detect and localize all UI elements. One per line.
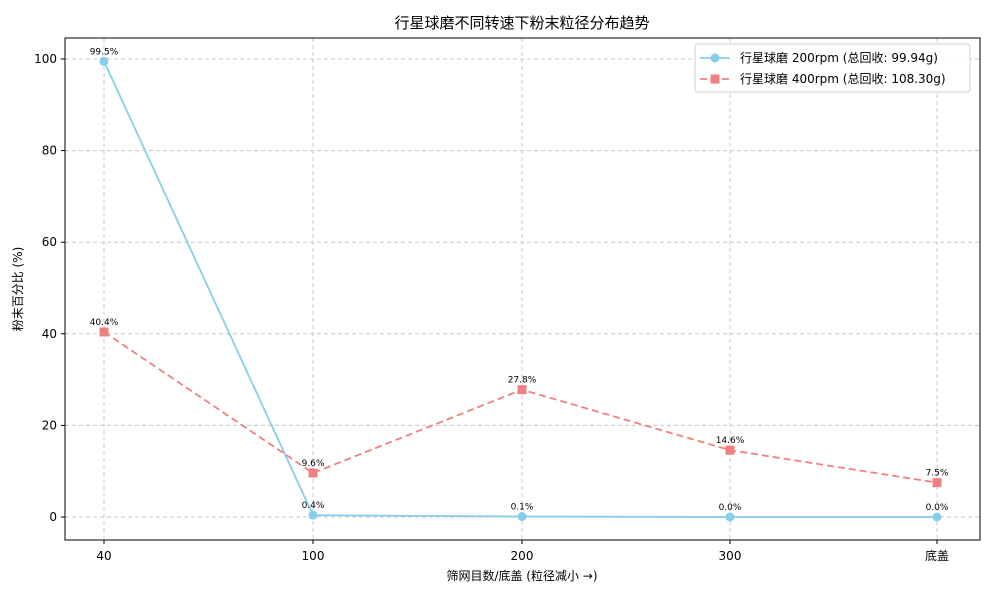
y-tick-label: 20 — [42, 418, 57, 432]
data-point-marker — [517, 512, 527, 522]
data-label: 99.5% — [90, 47, 119, 57]
data-point-marker — [932, 512, 942, 522]
data-point-marker — [99, 56, 109, 66]
x-tick-label: 底盖 — [925, 548, 949, 563]
y-tick-label: 80 — [42, 144, 57, 158]
x-tick-label: 40 — [96, 549, 111, 563]
series-layer: 99.5% 0.4% 0.1% 0.0% 0.0% 40.4% 9.6% 27.8% 14.6%… — [90, 47, 949, 522]
data-label: 0.0% — [926, 503, 949, 513]
data-point-marker — [725, 512, 735, 522]
y-axis-ticks: 0 20 40 60 80 100 — [34, 52, 65, 524]
x-axis-ticks: 40 100 200 300 底盖 — [96, 540, 949, 563]
legend-marker-circle-icon — [710, 53, 720, 63]
series-1: 99.5% 0.4% 0.1% 0.0% 0.0% — [90, 47, 949, 522]
x-tick-label: 100 — [302, 549, 325, 563]
data-label: 0.0% — [719, 503, 742, 513]
legend: 行星球磨 200rpm (总回收: 99.94g) 行星球磨 400rpm (总回… — [694, 43, 971, 93]
data-point-marker — [99, 327, 109, 337]
grid — [65, 38, 980, 540]
legend-entry-label: 行星球磨 200rpm (总回收: 99.94g) — [740, 51, 938, 65]
y-tick-label: 60 — [42, 235, 57, 249]
legend-marker-square-icon — [710, 74, 720, 84]
data-point-marker — [517, 385, 527, 395]
data-label: 0.4% — [302, 501, 325, 511]
data-point-marker — [725, 445, 735, 455]
x-tick-label: 300 — [719, 549, 742, 563]
data-label: 14.6% — [716, 436, 745, 446]
data-point-marker — [308, 510, 318, 520]
data-label: 9.6% — [302, 459, 325, 469]
data-label: 40.4% — [90, 318, 119, 328]
y-axis-label: 粉末百分比 (%) — [11, 247, 25, 332]
y-tick-label: 0 — [49, 510, 57, 524]
x-tick-label: 200 — [511, 549, 534, 563]
legend-entry-label: 行星球磨 400rpm (总回收: 108.30g) — [740, 72, 946, 86]
data-label: 0.1% — [511, 503, 534, 513]
y-tick-label: 100 — [34, 52, 57, 66]
y-tick-label: 40 — [42, 327, 57, 341]
plot-frame — [64, 37, 981, 541]
data-label: 27.8% — [508, 376, 537, 386]
data-label: 7.5% — [926, 469, 949, 479]
x-axis-label: 筛网目数/底盖 (粒径减小 →) — [446, 568, 597, 583]
chart-title: 行星球磨不同转速下粉末粒径分布趋势 — [394, 14, 649, 32]
data-point-marker — [932, 478, 942, 488]
series-2: 40.4% 9.6% 27.8% 14.6% 7.5% — [90, 318, 949, 488]
data-point-marker — [308, 468, 318, 478]
